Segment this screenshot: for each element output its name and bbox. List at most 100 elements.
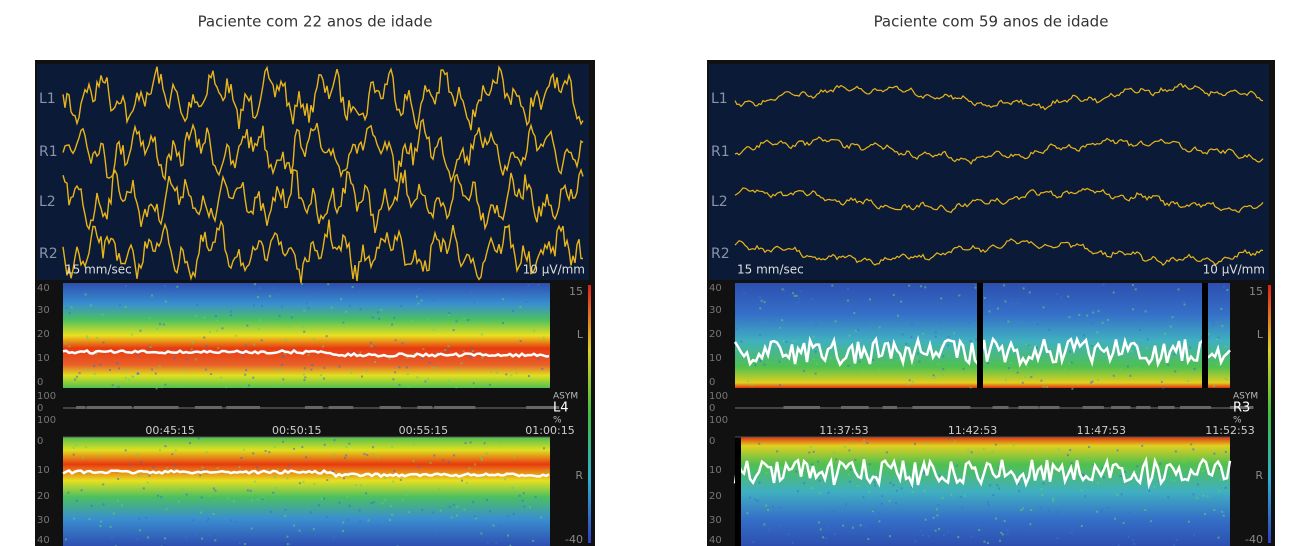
spectrogram-noise xyxy=(898,467,900,469)
spectrogram-noise xyxy=(853,312,855,314)
spectrogram-noise xyxy=(1116,494,1118,496)
channel-label: R2 xyxy=(711,246,730,262)
spectrogram-noise xyxy=(1056,511,1058,513)
spectrogram-noise xyxy=(776,450,778,452)
spectrogram-noise xyxy=(1192,448,1194,450)
spectrogram-noise xyxy=(248,384,250,386)
spectrogram-noise xyxy=(1189,347,1191,349)
spectrogram-noise xyxy=(287,326,289,328)
spectrogram-noise xyxy=(1193,534,1195,536)
spectrogram-noise xyxy=(1010,362,1012,364)
spectrogram-noise xyxy=(137,454,139,456)
spectrogram-noise xyxy=(763,364,765,366)
spectrogram-noise xyxy=(1183,304,1185,306)
spectrogram-noise xyxy=(1001,521,1003,523)
spectrogram-noise xyxy=(139,529,141,531)
spectrogram-noise xyxy=(538,358,540,360)
spectrogram-noise xyxy=(499,525,501,527)
spectrogram-noise xyxy=(413,294,415,296)
spectrogram-noise xyxy=(391,514,393,516)
spectrogram-noise xyxy=(253,492,255,494)
asym-tick xyxy=(231,406,253,409)
time-label: 11:42:53 xyxy=(948,424,997,437)
spectrogram-noise xyxy=(917,352,919,354)
spectrogram-noise xyxy=(217,347,219,349)
spectrogram-noise xyxy=(1071,388,1073,390)
spectrogram-noise xyxy=(303,373,305,375)
spectrogram-noise xyxy=(1071,362,1073,364)
spectrogram-noise xyxy=(282,378,284,380)
spectrogram-noise xyxy=(848,306,850,308)
spectrogram-noise xyxy=(1088,446,1090,448)
spectrogram-noise xyxy=(390,505,392,507)
spectrogram-noise xyxy=(394,371,396,373)
asym-tick xyxy=(76,406,85,409)
spectrogram-noise xyxy=(181,488,183,490)
spectrogram-noise xyxy=(182,383,184,385)
asym-channel: R3 xyxy=(1233,401,1250,416)
channel-label: L1 xyxy=(711,91,728,107)
spectrogram-noise xyxy=(961,339,963,341)
spectrogram-noise xyxy=(308,307,310,309)
time-label: 11:52:53 xyxy=(1205,424,1254,437)
spectrogram-noise xyxy=(347,519,349,521)
spectrogram-noise xyxy=(1129,375,1131,377)
spectrogram-noise xyxy=(812,298,814,300)
spectrogram-noise xyxy=(971,451,973,453)
spectrogram-noise xyxy=(345,311,347,313)
spectrogram-noise xyxy=(948,437,950,439)
spectrogram-noise xyxy=(293,448,295,450)
spectrogram-noise xyxy=(85,446,87,448)
spectrogram-noise xyxy=(507,534,509,536)
spectrogram-noise xyxy=(79,372,81,374)
spectrogram-noise xyxy=(159,365,161,367)
spectrogram-noise xyxy=(988,310,990,312)
spectrogram-noise xyxy=(384,499,386,501)
spectrogram-noise xyxy=(311,364,313,366)
spectrogram-noise xyxy=(996,484,998,486)
spectrogram-noise xyxy=(164,445,166,447)
spectrogram-noise xyxy=(967,449,969,451)
spectrogram-noise xyxy=(216,330,218,332)
spectrogram-noise xyxy=(472,350,474,352)
spectrogram-noise xyxy=(474,463,476,465)
spectrogram-noise xyxy=(346,446,348,448)
spectrogram-noise xyxy=(240,457,242,459)
spectrogram-noise xyxy=(987,362,989,364)
spectrogram-noise xyxy=(849,481,851,483)
spectrogram-noise xyxy=(525,301,527,303)
spectrogram-noise xyxy=(343,294,345,296)
scale-label: -40 xyxy=(1245,533,1263,546)
spectrogram-noise xyxy=(1092,381,1094,383)
spectrogram-noise xyxy=(1098,310,1100,312)
asym-channel: L4 xyxy=(553,401,569,416)
spectrogram-noise xyxy=(359,291,361,293)
spectrogram-noise xyxy=(203,337,205,339)
spectrogram-noise xyxy=(496,372,498,374)
spectrogram-noise xyxy=(453,454,455,456)
spectrogram-noise xyxy=(1218,337,1220,339)
spectrogram-noise xyxy=(323,378,325,380)
spectrogram-noise xyxy=(1043,483,1045,485)
spectrogram-noise xyxy=(1190,443,1192,445)
spectrogram-noise xyxy=(370,502,372,504)
spectrogram-noise xyxy=(811,463,813,465)
spectrogram-noise xyxy=(148,475,150,477)
axis-tick: 30 xyxy=(37,515,50,526)
spectrogram-noise xyxy=(1004,520,1006,522)
spectrogram-noise xyxy=(253,343,255,345)
spectrogram-noise xyxy=(455,320,457,322)
spectrogram-noise xyxy=(1011,303,1013,305)
spectrogram-noise xyxy=(1213,453,1215,455)
spectrogram-noise xyxy=(213,513,215,515)
spectrogram-noise xyxy=(278,492,280,494)
artifact-gap xyxy=(977,283,983,388)
spectrogram-noise xyxy=(1211,320,1213,322)
spectrogram-noise xyxy=(1133,543,1135,545)
spectrogram-noise xyxy=(889,535,891,537)
spectrogram-noise xyxy=(896,490,898,492)
spectrogram-noise xyxy=(815,373,817,375)
artifact-gap xyxy=(1202,283,1208,388)
spectrogram-noise xyxy=(143,487,145,489)
spectrogram-noise xyxy=(852,527,854,529)
